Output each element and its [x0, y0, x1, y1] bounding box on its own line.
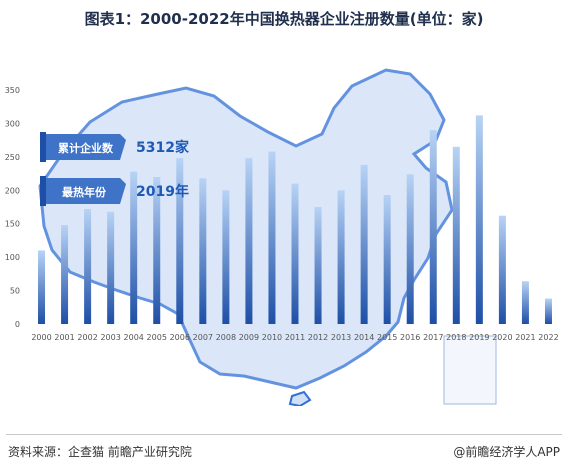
x-tick-label: 2021: [515, 333, 535, 342]
x-tick-label: 2017: [423, 333, 443, 342]
x-tick-label: 2000: [31, 333, 51, 342]
bar-2005: [153, 176, 161, 324]
x-tick-label: 2018: [446, 333, 466, 342]
bar-2003: [107, 211, 115, 324]
chart-area: 0 50 100 150 200 250 300 350 2000 2001 2002 2003 20…: [0, 36, 568, 408]
bars-group: [38, 115, 552, 324]
bar-2019: [475, 115, 483, 324]
x-axis: 2000 2001 2002 2003 2004 2005 2006 2007 2008 2009…: [31, 333, 558, 342]
x-tick-label: 2012: [308, 333, 328, 342]
x-tick-label: 2008: [216, 333, 236, 342]
x-tick-label: 2016: [400, 333, 420, 342]
callout-year-label: 最热年份: [62, 185, 107, 199]
bar-2013: [337, 190, 345, 324]
chart-title: 图表1：2000-2022年中国换热器企业注册数量(单位：家): [84, 10, 484, 28]
x-tick-label: 2014: [354, 333, 374, 342]
hainan-island-shape: [288, 390, 312, 408]
bar-2020: [498, 215, 506, 324]
bar-2006: [176, 158, 184, 324]
bar-2012: [314, 207, 322, 324]
x-tick-label: 2020: [492, 333, 512, 342]
bar-2009: [245, 158, 253, 324]
x-tick-label: 2011: [285, 333, 305, 342]
bar-2021: [521, 281, 529, 324]
x-tick-label: 2005: [147, 333, 167, 342]
callout-year-value: 2019年: [136, 183, 189, 200]
bar-2010: [268, 151, 276, 324]
source-note: 资料来源：企查猫 前瞻产业研究院: [8, 445, 192, 459]
bar-2022: [544, 298, 552, 324]
bar-2001: [61, 225, 69, 324]
y-tick-label: 0: [15, 320, 20, 329]
x-tick-label: 2003: [100, 333, 120, 342]
bar-2007: [199, 178, 207, 324]
brand-credit: @前瞻经济学人APP: [453, 445, 560, 459]
x-tick-label: 2022: [538, 333, 558, 342]
bar-2008: [222, 190, 230, 324]
x-tick-label: 2013: [331, 333, 351, 342]
x-tick-label: 2010: [262, 333, 282, 342]
bar-2014: [360, 164, 368, 324]
bar-2017: [429, 130, 437, 324]
bar-2018: [452, 146, 460, 324]
x-tick-label: 2004: [124, 333, 144, 342]
footer-divider: [6, 434, 562, 435]
y-tick-label: 100: [5, 253, 20, 262]
callout-total-label: 累计企业数: [58, 141, 114, 155]
x-tick-label: 2007: [193, 333, 213, 342]
y-tick-label: 50: [10, 287, 20, 296]
callout-hottest-year: 最热年份 2019年: [40, 176, 189, 206]
y-axis: 0 50 100 150 200 250 300 350: [5, 86, 20, 329]
y-tick-label: 250: [5, 153, 20, 162]
bar-2016: [406, 174, 414, 324]
y-tick-label: 350: [5, 86, 20, 95]
south-china-sea-inset: [443, 335, 497, 405]
x-tick-label: 2019: [469, 333, 489, 342]
x-tick-label: 2015: [377, 333, 397, 342]
x-tick-label: 2009: [239, 333, 259, 342]
x-tick-label: 2006: [170, 333, 190, 342]
callout-total-enterprises: 累计企业数 5312家: [40, 132, 190, 162]
y-tick-label: 200: [5, 186, 20, 195]
bar-2011: [291, 183, 299, 324]
y-tick-label: 300: [5, 119, 20, 128]
y-tick-label: 150: [5, 220, 20, 229]
bar-2004: [130, 171, 138, 324]
bar-2000: [38, 250, 46, 324]
callout-total-value: 5312家: [136, 139, 190, 156]
bar-2015: [383, 194, 391, 324]
bar-2002: [84, 209, 92, 324]
x-tick-label: 2002: [77, 333, 97, 342]
x-tick-label: 2001: [54, 333, 74, 342]
